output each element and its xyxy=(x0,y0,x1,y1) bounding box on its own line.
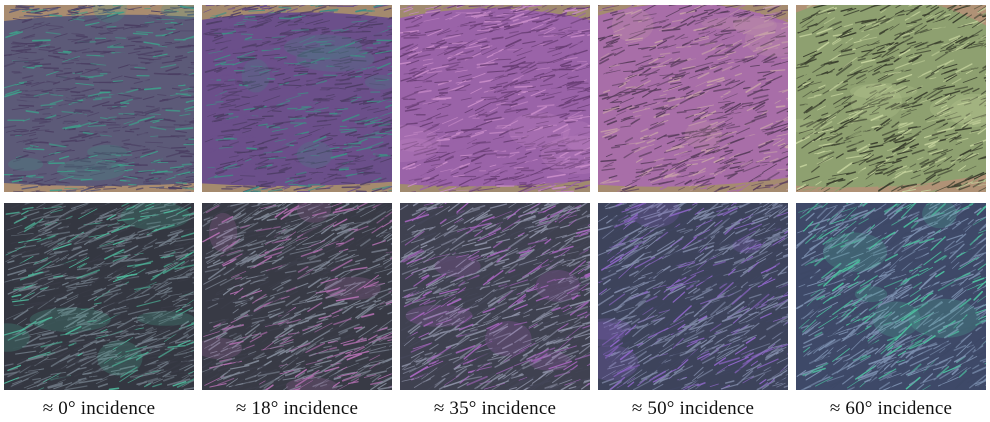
caption-0: ≈ 0° incidence xyxy=(42,398,156,419)
caption-1: ≈ 18° incidence xyxy=(235,398,359,419)
photo-image-4 xyxy=(796,203,986,390)
render-svg-1 xyxy=(202,5,392,192)
photo-svg-1 xyxy=(202,203,392,390)
render-svg-2 xyxy=(400,5,590,192)
render-svg-4 xyxy=(796,5,986,192)
photo-svg-3 xyxy=(598,203,788,390)
render-image-2 xyxy=(400,5,590,192)
render-image-3 xyxy=(598,5,788,192)
caption-2: ≈ 35° incidence xyxy=(433,398,557,419)
photo-svg-0 xyxy=(4,203,194,390)
render-image-4 xyxy=(796,5,986,192)
photo-image-3 xyxy=(598,203,788,390)
photo-image-1 xyxy=(202,203,392,390)
photo-svg-4 xyxy=(796,203,986,390)
caption-4: ≈ 60° incidence xyxy=(829,398,953,419)
photo-image-0 xyxy=(4,203,194,390)
render-svg-0 xyxy=(4,5,194,192)
render-image-0 xyxy=(4,5,194,192)
caption-3: ≈ 50° incidence xyxy=(631,398,755,419)
render-svg-3 xyxy=(598,5,788,192)
render-image-1 xyxy=(202,5,392,192)
photo-image-2 xyxy=(400,203,590,390)
photo-svg-2 xyxy=(400,203,590,390)
